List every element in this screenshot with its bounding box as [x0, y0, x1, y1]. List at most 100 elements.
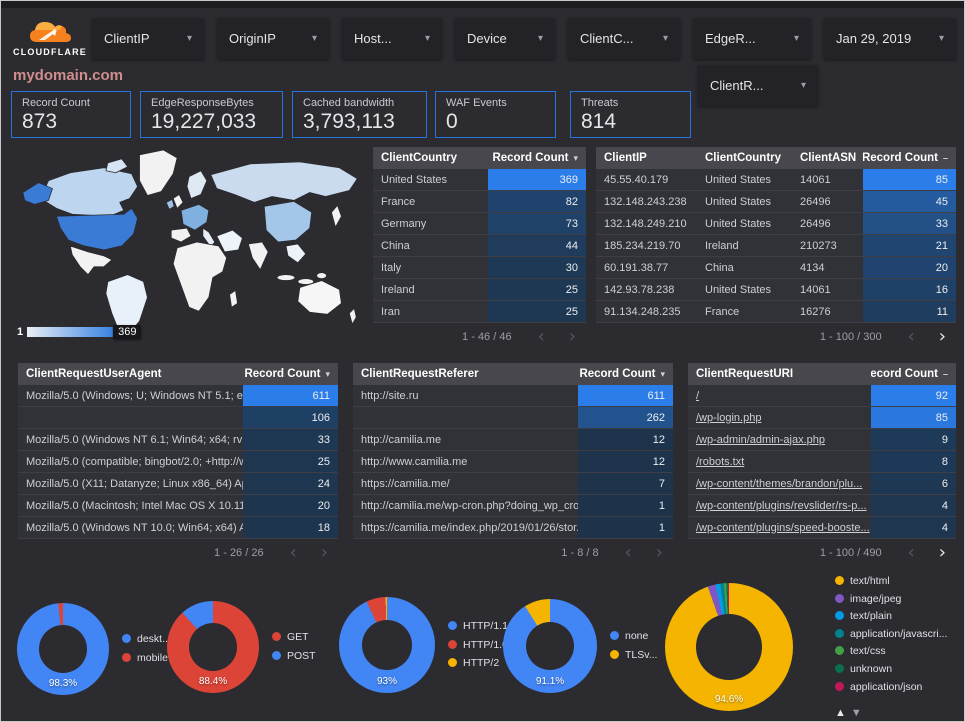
donut-percent-label: 91.1%: [535, 676, 565, 687]
table-row[interactable]: http://camilia.me 12: [353, 429, 673, 451]
filter-originip[interactable]: OriginIP ▾: [217, 18, 329, 59]
table-row[interactable]: Mozilla/5.0 (Windows NT 6.1; Win64; x64;…: [18, 429, 338, 451]
next-page-icon[interactable]: ›: [938, 326, 946, 347]
uri-link[interactable]: /wp-login.php: [696, 411, 762, 424]
table-header: ClientIP ClientCountry ClientASN Record Cou…: [596, 147, 956, 169]
filter-clientcountry[interactable]: ClientC... ▾: [568, 18, 680, 59]
table-row[interactable]: 132.148.243.238 United States 26496 45: [596, 191, 956, 213]
table-row[interactable]: /wp-login.php 85: [688, 407, 956, 429]
scorecard-edge-response-bytes: EdgeResponseBytes 19,227,033: [140, 91, 283, 138]
uri-link[interactable]: /wp-content/plugins/revslider/rs-p...: [696, 499, 867, 512]
table-cell: 4134: [800, 261, 825, 274]
filter-edgeresponse[interactable]: EdgeR... ▾: [693, 18, 811, 59]
column-header[interactable]: Record Count–: [871, 368, 948, 380]
legend-dot-icon: [122, 634, 131, 644]
table-row[interactable]: Mozilla/5.0 (Macintosh; Intel Mac OS X 1…: [18, 495, 338, 517]
table-cell: https://camilia.me/: [361, 477, 450, 490]
filter-clientrequest[interactable]: ClientR... ▾: [698, 65, 818, 106]
table-row[interactable]: 91.134.248.235 France 16276 11: [596, 301, 956, 323]
table-row[interactable]: France 82: [373, 191, 586, 213]
table-row[interactable]: 45.55.40.179 United States 14061 85: [596, 169, 956, 191]
table-row[interactable]: http://camilia.me/wp-cron.php?doing_wp_c…: [353, 495, 673, 517]
table-row[interactable]: /wp-content/plugins/revslider/rs-p... 4: [688, 495, 956, 517]
device-donut-chart[interactable]: 98.3%: [17, 603, 109, 695]
next-page-icon[interactable]: ›: [568, 326, 576, 347]
table-cell: Mozilla/5.0 (Windows; U; Windows NT 5.1;…: [26, 389, 243, 402]
table-row[interactable]: 60.191.38.77 China 4134 20: [596, 257, 956, 279]
table-row[interactable]: 185.234.219.70 Ireland 210273 21: [596, 235, 956, 257]
table-row[interactable]: Mozilla/5.0 (Windows NT 10.0; Win64; x64…: [18, 517, 338, 539]
table-row[interactable]: Germany 73: [373, 213, 586, 235]
column-header[interactable]: Record Count ▾: [244, 368, 330, 380]
table-row[interactable]: /wp-admin/admin-ajax.php 9: [688, 429, 956, 451]
table-row[interactable]: Mozilla/5.0 (compatible; bingbot/2.0; +h…: [18, 451, 338, 473]
table-row[interactable]: Iran 25: [373, 301, 586, 323]
record-count-cell: 33: [863, 213, 956, 234]
table-cell: United States: [705, 217, 772, 230]
prev-page-icon[interactable]: ‹: [907, 542, 915, 563]
http-protocol-donut-chart[interactable]: 93%: [339, 597, 435, 693]
uri-link[interactable]: /wp-content/plugins/speed-booste...: [696, 521, 870, 534]
table-row[interactable]: Ireland 25: [373, 279, 586, 301]
table-row[interactable]: Mozilla/5.0 (X11; Datanyze; Linux x86_64…: [18, 473, 338, 495]
http-method-donut-chart[interactable]: 88.4%: [167, 601, 259, 693]
column-header[interactable]: Record Count ▾: [492, 152, 578, 164]
prev-page-icon[interactable]: ‹: [289, 542, 297, 563]
table-row[interactable]: China 44: [373, 235, 586, 257]
prev-page-icon[interactable]: ‹: [907, 326, 915, 347]
filter-clientip[interactable]: ClientIP ▾: [92, 18, 204, 59]
world-map[interactable]: [11, 147, 369, 335]
table-row[interactable]: /wp-content/themes/brandon/plu... 6: [688, 473, 956, 495]
table-row[interactable]: https://camilia.me/7: [353, 473, 673, 495]
map-legend-max: 369: [113, 325, 142, 339]
content-type-donut-chart[interactable]: 94.6%: [665, 583, 793, 712]
uri-link[interactable]: /wp-content/themes/brandon/plu...: [696, 477, 863, 490]
table-row[interactable]: http://site.ru 611: [353, 385, 673, 407]
record-count-cell: 30: [488, 257, 586, 278]
table-row[interactable]: / 92: [688, 385, 956, 407]
table-row[interactable]: 106: [18, 407, 338, 429]
table-row[interactable]: 262: [353, 407, 673, 429]
sort-indicator-icon: ▾: [325, 368, 330, 379]
legend-scroll-up-icon[interactable]: ▲: [835, 707, 846, 720]
next-page-icon[interactable]: ›: [938, 542, 946, 563]
table-row[interactable]: Mozilla/5.0 (Windows; U; Windows NT 5.1;…: [18, 385, 338, 407]
sort-indicator-icon: –: [942, 153, 948, 163]
table-row[interactable]: https://camilia.me/index.php/2019/01/26/…: [353, 517, 673, 539]
uri-link[interactable]: /wp-admin/admin-ajax.php: [696, 433, 826, 446]
record-count-cell: 45: [863, 191, 956, 212]
chevron-down-icon: ▾: [800, 80, 806, 91]
table-row[interactable]: 142.93.78.238 United States 14061 16: [596, 279, 956, 301]
device-legend: deskt... mobile: [122, 633, 171, 664]
record-count-cell: 21: [863, 235, 956, 256]
uri-link[interactable]: /: [696, 389, 700, 402]
record-count-cell: 12: [578, 429, 673, 450]
filter-host[interactable]: Host... ▾: [342, 18, 442, 59]
table-row[interactable]: /robots.txt 8: [688, 451, 956, 473]
next-page-icon[interactable]: ›: [655, 542, 663, 563]
table-row[interactable]: United States 369: [373, 169, 586, 191]
legend-dot-icon: [272, 651, 281, 660]
table-cell: United States: [381, 173, 448, 186]
column-header[interactable]: Record Count–: [863, 152, 948, 164]
prev-page-icon[interactable]: ‹: [537, 326, 545, 347]
filter-device[interactable]: Device ▾: [455, 18, 555, 59]
record-count-cell: 1: [578, 517, 673, 538]
prev-page-icon[interactable]: ‹: [624, 542, 632, 563]
table-row[interactable]: /wp-content/plugins/speed-booste... 4: [688, 517, 956, 539]
column-header[interactable]: Record Count ▾: [579, 368, 665, 380]
cloudflare-cloud-icon: [30, 21, 71, 42]
table-header: ClientRequestURI Record Count–: [688, 363, 956, 385]
next-page-icon[interactable]: ›: [320, 542, 328, 563]
top-strip: [1, 1, 964, 8]
table-cell: http://camilia.me/wp-cron.php?doing_wp_c…: [361, 499, 578, 512]
scorecard-cached-bandwidth: Cached bandwidth 3,793,113: [292, 91, 427, 138]
date-range-filter[interactable]: Jan 29, 2019 ▾: [824, 18, 956, 59]
table-row[interactable]: Italy 30: [373, 257, 586, 279]
uri-link[interactable]: /robots.txt: [696, 455, 745, 468]
tls-version-donut-chart[interactable]: 91.1%: [503, 599, 597, 693]
table-row[interactable]: 132.148.249.210 United States 26496 33: [596, 213, 956, 235]
legend-item: GET: [272, 631, 316, 644]
legend-scroll-down-icon[interactable]: ▼: [850, 707, 862, 720]
table-row[interactable]: http://www.camilia.me 12: [353, 451, 673, 473]
